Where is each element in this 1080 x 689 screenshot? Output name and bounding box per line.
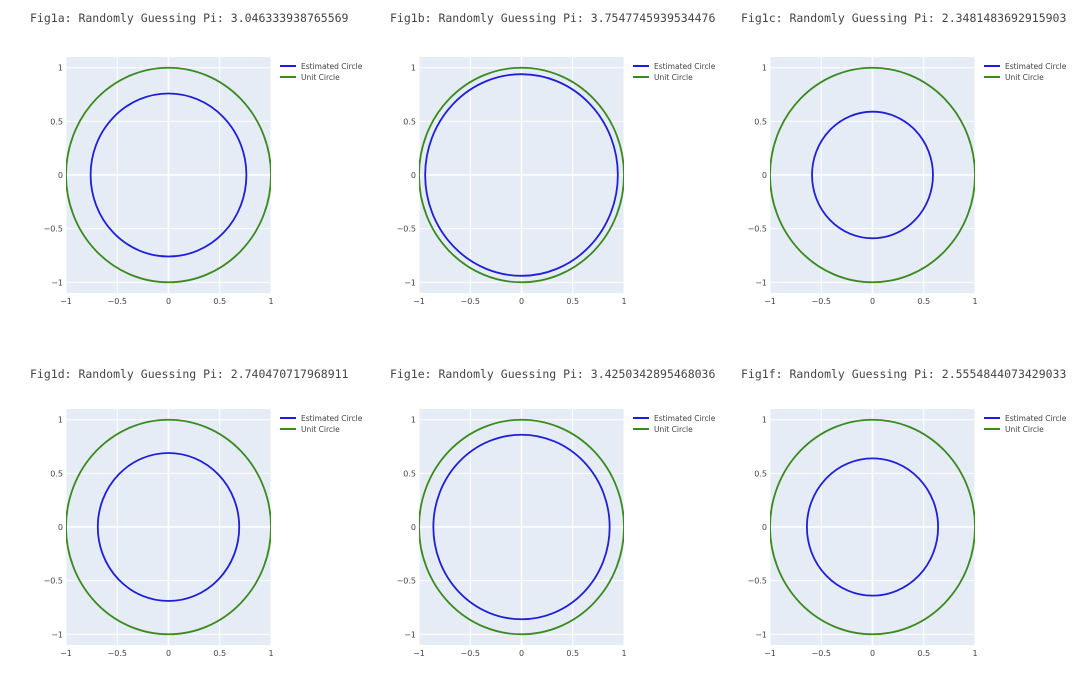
y-tick-label: 0.5: [754, 117, 767, 126]
chart-title: Fig1f: Randomly Guessing Pi: 2.555484407…: [741, 367, 1066, 381]
legend-item-label[interactable]: Estimated Circle: [1005, 62, 1067, 71]
legend-item-label[interactable]: Unit Circle: [1005, 425, 1044, 434]
y-tick-label: −1: [755, 278, 767, 287]
x-tick-label: −1: [764, 649, 776, 658]
y-tick-label: 1: [411, 64, 416, 73]
legend-item-label[interactable]: Unit Circle: [654, 425, 693, 434]
legend-item-label[interactable]: Unit Circle: [654, 73, 693, 82]
legend-item-label[interactable]: Unit Circle: [301, 73, 340, 82]
x-tick-label: −0.5: [812, 649, 831, 658]
estimated-circle-line: [96, 452, 241, 602]
y-tick-label: −0.5: [44, 225, 63, 234]
x-tick-label: 0.5: [566, 649, 579, 658]
x-tick-label: −0.5: [461, 649, 480, 658]
y-tick-label: 0.5: [403, 117, 416, 126]
unit-circle-line: [66, 66, 271, 284]
y-tick-label: 0: [58, 523, 63, 532]
estimated-circle-line: [806, 457, 940, 597]
chart-title: Fig1d: Randomly Guessing Pi: 2.740470717…: [30, 367, 349, 381]
y-tick-label: 0: [762, 171, 767, 180]
x-tick-label: 1: [621, 649, 626, 658]
y-tick-label: −0.5: [397, 577, 416, 586]
fig1b-panel: Fig1b: Randomly Guessing Pi: 3.754774593…: [390, 11, 716, 306]
fig1c-panel: Fig1c: Randomly Guessing Pi: 2.348148369…: [741, 11, 1067, 306]
y-tick-label: −1: [404, 278, 416, 287]
y-tick-label: 0.5: [403, 469, 416, 478]
legend-item-label[interactable]: Estimated Circle: [654, 414, 716, 423]
unit-circle-line: [770, 66, 975, 284]
x-tick-label: 0.5: [213, 649, 226, 658]
y-tick-label: 1: [411, 416, 416, 425]
legend-item-label[interactable]: Estimated Circle: [1005, 414, 1067, 423]
y-tick-label: −1: [51, 630, 63, 639]
unit-circle-line: [770, 418, 975, 636]
y-tick-label: −0.5: [44, 577, 63, 586]
x-tick-label: 0.5: [213, 297, 226, 306]
x-tick-label: −1: [60, 649, 72, 658]
fig1a-panel: Fig1a: Randomly Guessing Pi: 3.046333938…: [30, 11, 363, 306]
y-tick-label: 0.5: [754, 469, 767, 478]
y-tick-label: −1: [51, 278, 63, 287]
x-tick-label: 0: [166, 649, 171, 658]
unit-circle-line: [419, 66, 624, 284]
x-tick-label: −1: [413, 297, 425, 306]
y-tick-label: −0.5: [748, 225, 767, 234]
x-tick-label: 1: [268, 297, 273, 306]
y-tick-label: −0.5: [748, 577, 767, 586]
x-tick-label: 1: [972, 297, 977, 306]
legend-item-label[interactable]: Unit Circle: [301, 425, 340, 434]
x-tick-label: −1: [60, 297, 72, 306]
estimated-circle-line: [424, 73, 619, 277]
y-tick-label: 1: [762, 64, 767, 73]
x-tick-label: −0.5: [108, 297, 127, 306]
y-tick-label: 0: [762, 523, 767, 532]
x-tick-label: 0: [519, 297, 524, 306]
fig1d-panel: Fig1d: Randomly Guessing Pi: 2.740470717…: [30, 367, 363, 658]
y-tick-label: 0: [411, 523, 416, 532]
y-tick-label: −1: [755, 630, 767, 639]
estimated-circle-line: [89, 92, 248, 258]
x-tick-label: 0.5: [917, 297, 930, 306]
y-tick-label: 0: [58, 171, 63, 180]
y-tick-label: −1: [404, 630, 416, 639]
legend-item-label[interactable]: Unit Circle: [1005, 73, 1044, 82]
x-tick-label: −0.5: [812, 297, 831, 306]
unit-circle-line: [66, 418, 271, 636]
x-tick-label: 0.5: [917, 649, 930, 658]
x-tick-label: 0: [870, 297, 875, 306]
estimated-circle-line: [811, 110, 934, 240]
y-tick-label: 1: [58, 64, 63, 73]
y-tick-label: 0.5: [50, 469, 63, 478]
unit-circle-line: [419, 418, 624, 636]
x-tick-label: −1: [764, 297, 776, 306]
y-tick-label: −0.5: [397, 225, 416, 234]
fig1e-panel: Fig1e: Randomly Guessing Pi: 3.425034289…: [390, 367, 716, 658]
legend-item-label[interactable]: Estimated Circle: [301, 414, 363, 423]
chart-title: Fig1c: Randomly Guessing Pi: 2.348148369…: [741, 11, 1066, 25]
x-tick-label: 1: [268, 649, 273, 658]
legend-item-label[interactable]: Estimated Circle: [301, 62, 363, 71]
x-tick-label: −1: [413, 649, 425, 658]
x-tick-label: 1: [972, 649, 977, 658]
estimated-circle-line: [432, 433, 611, 621]
fig1f-panel: Fig1f: Randomly Guessing Pi: 2.555484407…: [741, 367, 1067, 658]
x-tick-label: 0.5: [566, 297, 579, 306]
x-tick-label: 0: [519, 649, 524, 658]
chart-title: Fig1a: Randomly Guessing Pi: 3.046333938…: [30, 11, 349, 25]
chart-title: Fig1b: Randomly Guessing Pi: 3.754774593…: [390, 11, 715, 25]
legend-item-label[interactable]: Estimated Circle: [654, 62, 716, 71]
x-tick-label: 0: [870, 649, 875, 658]
y-tick-label: 0: [411, 171, 416, 180]
x-tick-label: 1: [621, 297, 626, 306]
x-tick-label: −0.5: [461, 297, 480, 306]
x-tick-label: −0.5: [108, 649, 127, 658]
y-tick-label: 0.5: [50, 117, 63, 126]
x-tick-label: 0: [166, 297, 171, 306]
y-tick-label: 1: [58, 416, 63, 425]
y-tick-label: 1: [762, 416, 767, 425]
chart-title: Fig1e: Randomly Guessing Pi: 3.425034289…: [390, 367, 715, 381]
